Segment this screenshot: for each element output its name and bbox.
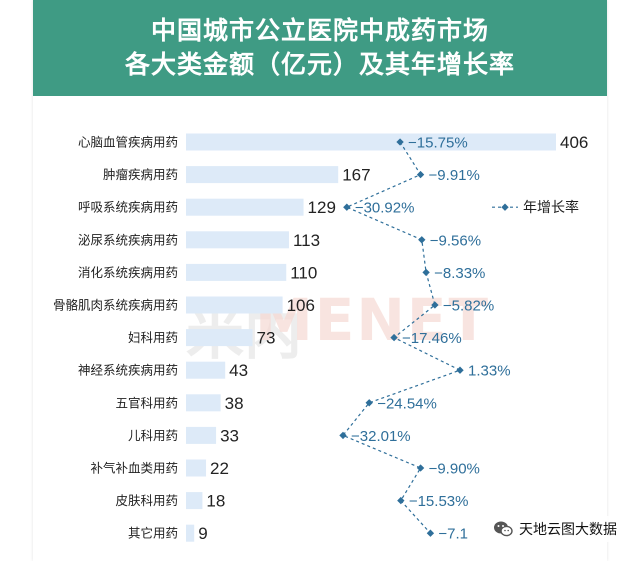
growth-label-6: −17.46% (402, 330, 462, 347)
growth-point-3 (418, 236, 426, 244)
bar-7 (186, 361, 226, 379)
value-label-1: 167 (342, 166, 370, 185)
bar-11 (186, 492, 203, 510)
growth-point-12 (426, 529, 435, 537)
growth-label-12: −7.1 (438, 526, 468, 543)
wechat-icon (494, 521, 513, 537)
bar-8 (186, 394, 221, 412)
growth-point-8 (365, 399, 373, 407)
value-label-2: 129 (308, 198, 336, 217)
category-label-11: 皮肤科用药 (115, 493, 178, 508)
growth-label-3: −9.56% (430, 232, 481, 249)
growth-point-0 (396, 138, 404, 146)
brand-badge: 天地云图大数据 (487, 516, 623, 542)
bar-5 (186, 296, 283, 314)
category-label-6: 妇科用药 (128, 330, 178, 345)
value-label-4: 110 (290, 263, 317, 282)
bar-0 (186, 133, 556, 151)
category-label-2: 呼吸系统疾病用药 (78, 200, 178, 215)
chart-header: 中国城市公立医院中成药市场 各大类金额（亿元）及其年增长率 (33, 0, 607, 96)
bar-10 (186, 459, 207, 477)
value-label-9: 33 (220, 426, 239, 445)
chart-title-line1: 中国城市公立医院中成药市场 (150, 16, 489, 45)
growth-point-10 (416, 464, 425, 472)
category-label-8: 五官科用药 (115, 395, 178, 410)
category-label-7: 神经系统疾病用药 (78, 363, 178, 378)
growth-point-7 (456, 366, 464, 374)
growth-point-1 (416, 170, 425, 179)
category-label-9: 儿科用药 (128, 428, 178, 443)
growth-point-2 (343, 203, 351, 211)
category-label-1: 肿瘤疾病用药 (103, 167, 178, 182)
growth-label-5: −5.82% (443, 298, 494, 315)
category-label-0: 心脑血管疾病用药 (78, 135, 178, 150)
growth-label-7: 1.33% (468, 363, 511, 380)
growth-point-5 (431, 301, 439, 309)
watermark: MENET (255, 286, 491, 354)
bar-3 (186, 231, 289, 249)
category-label-10: 补气补血类用药 (90, 461, 178, 476)
value-label-6: 73 (257, 329, 276, 348)
bar-12 (186, 524, 195, 542)
value-label-0: 406 (560, 133, 588, 152)
value-label-5: 106 (287, 296, 315, 315)
value-label-8: 38 (225, 394, 244, 413)
category-label-12: 其它用药 (128, 526, 178, 541)
growth-label-4: −8.33% (434, 265, 485, 282)
value-label-7: 43 (229, 361, 248, 380)
value-label-10: 22 (210, 459, 229, 478)
growth-label-11: −15.53% (409, 493, 469, 510)
category-label-4: 消化系统疾病用药 (78, 265, 178, 280)
growth-label-1: −9.91% (429, 167, 480, 184)
growth-point-6 (390, 333, 398, 342)
growth-point-9 (339, 431, 347, 440)
brand-name: 天地云图大数据 (519, 522, 617, 538)
growth-point-11 (397, 496, 405, 505)
category-label-3: 泌尿系统疾病用药 (78, 232, 178, 247)
bar-6 (186, 329, 253, 347)
bar-9 (186, 426, 217, 444)
value-label-11: 18 (206, 492, 225, 511)
bar-1 (186, 166, 339, 184)
value-label-3: 113 (293, 231, 320, 250)
chart-title-line2: 各大类金额（亿元）及其年增长率 (124, 50, 515, 79)
bar-2 (186, 198, 304, 216)
growth-label-10: −9.90% (429, 461, 480, 478)
growth-label-2: −30.92% (355, 200, 415, 217)
legend-marker (501, 203, 509, 211)
value-label-12: 9 (198, 524, 207, 543)
legend-label: 年增长率 (523, 199, 579, 216)
bar-4 (186, 263, 287, 281)
growth-point-4 (422, 268, 430, 277)
growth-label-9: −32.01% (351, 428, 411, 445)
growth-label-8: −24.54% (377, 395, 437, 412)
growth-label-0: −15.75% (408, 135, 468, 152)
category-label-5: 骨骼肌肉系统疾病用药 (53, 298, 178, 313)
